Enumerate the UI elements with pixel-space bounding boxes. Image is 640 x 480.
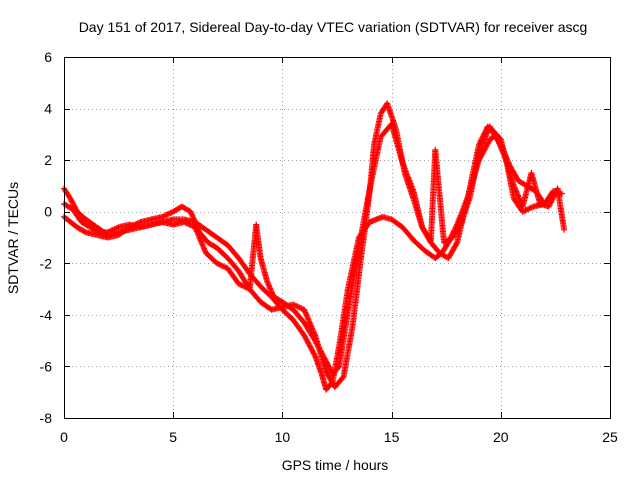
data-point: [453, 240, 460, 247]
chart-title: Day 151 of 2017, Sidereal Day-to-day VTE…: [79, 19, 588, 35]
data-point: [186, 221, 193, 228]
data-point: [339, 374, 346, 381]
data-markers: [61, 100, 568, 393]
y-tick-label: 4: [44, 101, 52, 117]
x-tick-label: 5: [169, 429, 177, 445]
axis-ticks: [64, 57, 611, 419]
y-tick-label: 6: [44, 49, 52, 65]
data-point: [293, 302, 300, 309]
y-axis-title: SDTVAR / TECUs: [5, 182, 21, 294]
data-point: [551, 192, 558, 199]
y-tick-label: 0: [44, 204, 52, 220]
y-tick-label: -4: [40, 307, 53, 323]
data-point: [494, 137, 501, 144]
x-tick-label: 15: [384, 429, 400, 445]
data-point: [295, 304, 302, 311]
data-point: [112, 225, 119, 232]
y-tick-label: -2: [40, 255, 53, 271]
data-point: [526, 205, 533, 212]
x-tick-label: 20: [493, 429, 509, 445]
y-tick-label: 2: [44, 152, 52, 168]
x-axis-title: GPS time / hours: [282, 457, 389, 473]
y-tick-label: -6: [40, 358, 53, 374]
x-tick-labels: 0 5 10 15 20 25: [60, 429, 618, 445]
data-point: [159, 213, 166, 220]
data-point: [523, 206, 530, 213]
y-tick-labels: -8 -6 -4 -2 0 2 4 6: [40, 49, 53, 426]
data-point: [218, 262, 224, 269]
x-tick-label: 0: [60, 429, 68, 445]
y-tick-label: -8: [40, 410, 53, 426]
data-point: [561, 226, 568, 233]
data-point: [94, 228, 101, 235]
x-tick-label: 25: [602, 429, 618, 445]
x-tick-label: 10: [275, 429, 291, 445]
plot-frame: [64, 57, 611, 419]
data-point: [457, 220, 464, 227]
series-trace-3: [61, 121, 568, 378]
